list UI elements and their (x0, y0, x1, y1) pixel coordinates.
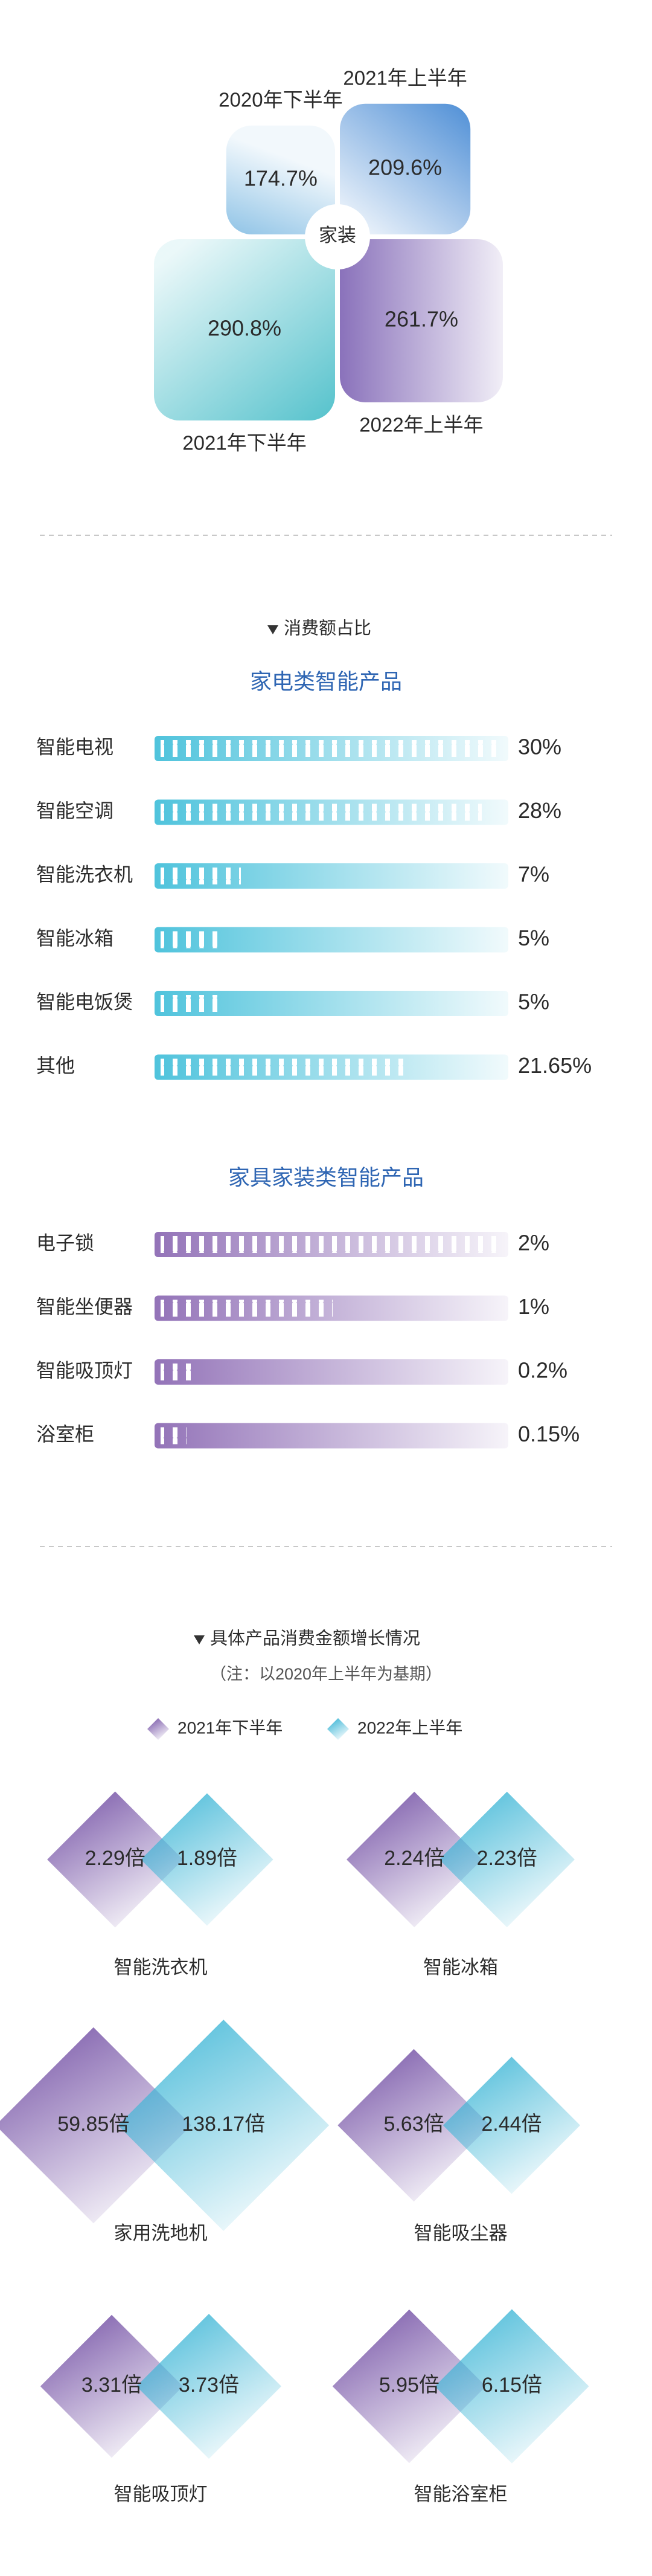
legend-label: 2021年下半年 (177, 1718, 283, 1737)
bar (161, 931, 218, 948)
diamond-value-label: 6.15倍 (482, 2374, 542, 2397)
product-label: 智能吸顶灯 (114, 2484, 208, 2505)
diamond-value-label: 59.85倍 (57, 2113, 129, 2136)
bar-value-label: 28% (518, 798, 561, 823)
bar (161, 868, 241, 884)
tile-value-label: 174.7% (244, 166, 318, 190)
diamond-value-label: 5.63倍 (383, 2113, 444, 2136)
quadrant-tile (340, 103, 471, 234)
bar (161, 740, 505, 757)
diamond-value-label: 2.44倍 (481, 2113, 542, 2136)
diamond-value-label: 2.24倍 (384, 1847, 444, 1870)
center-label: 家装 (319, 225, 356, 246)
bar-category-label: 智能冰箱 (36, 927, 113, 949)
bar-category-label: 智能电视 (36, 736, 113, 758)
product-label: 智能浴室柜 (414, 2484, 508, 2505)
tile-value-label: 290.8% (208, 316, 281, 341)
bar (161, 803, 482, 821)
chart-title: 家电类智能产品 (250, 669, 402, 694)
bar-value-label: 2% (518, 1231, 549, 1255)
product-label: 智能洗衣机 (114, 1957, 208, 1978)
bar (161, 1299, 333, 1317)
bar-value-label: 5% (518, 926, 549, 950)
bar-track (155, 1359, 508, 1385)
diamond (332, 2309, 486, 2464)
diamond (47, 1791, 184, 1928)
heading-marker (267, 625, 278, 634)
diamond (40, 2314, 184, 2458)
bar-category-label: 智能坐便器 (36, 1296, 133, 1318)
bar-track (155, 1423, 508, 1449)
diamond (347, 1791, 482, 1928)
bar-category-label: 其他 (36, 1055, 75, 1077)
diamond-value-label: 3.31倍 (82, 2374, 142, 2397)
diamond (136, 2313, 282, 2459)
bar-value-label: 21.65% (518, 1053, 592, 1078)
chart-title: 家具家装类智能产品 (228, 1165, 424, 1190)
bar (161, 1427, 187, 1444)
quadrant-tile (154, 239, 335, 420)
bar (161, 1058, 409, 1076)
product-label: 家用洗地机 (114, 2223, 208, 2244)
bar (161, 995, 218, 1012)
bar-track (155, 991, 508, 1016)
bar-category-label: 智能吸顶灯 (36, 1359, 133, 1381)
diamond-value-label: 2.29倍 (85, 1847, 145, 1870)
bar-track (155, 863, 508, 889)
bar-category-label: 智能空调 (36, 800, 113, 822)
period-label: 2022年上半年 (359, 414, 483, 436)
tile-value-label: 209.6% (368, 155, 442, 179)
tile-value-label: 261.7% (385, 307, 458, 332)
bar-value-label: 0.2% (518, 1358, 567, 1383)
bar (161, 1236, 505, 1253)
legend-swatch (147, 1718, 169, 1740)
section-heading: 消费额占比 (284, 619, 371, 639)
diamond-value-label: 138.17倍 (182, 2113, 265, 2136)
diamond (337, 2049, 490, 2202)
quadrant-tile (340, 239, 503, 402)
bar-value-label: 30% (518, 735, 561, 759)
heading-marker (194, 1635, 205, 1644)
diamond (435, 2309, 589, 2464)
bar-value-label: 1% (518, 1294, 549, 1319)
diamond-value-label: 2.23倍 (477, 1847, 537, 1870)
legend-swatch (327, 1718, 349, 1740)
bar-category-label: 浴室柜 (36, 1423, 94, 1445)
bar-value-label: 5% (518, 990, 549, 1014)
product-label: 智能吸尘器 (414, 2223, 508, 2244)
bar (161, 1364, 195, 1380)
quadrant-tile (226, 125, 335, 234)
period-label: 2020年下半年 (219, 88, 342, 111)
bar-category-label: 智能电饭煲 (36, 991, 133, 1013)
section-note: （注：以2020年上半年为基期） (210, 1665, 442, 1683)
bar-track (155, 927, 508, 953)
legend-label: 2022年上半年 (357, 1718, 462, 1737)
period-label: 2021年下半年 (182, 432, 306, 454)
diamond (439, 1791, 575, 1928)
section-heading: 具体产品消费金额增长情况 (210, 1629, 420, 1649)
diamond (141, 1793, 273, 1926)
bar-value-label: 7% (518, 862, 549, 887)
diamond-value-label: 1.89倍 (177, 1847, 237, 1870)
bar-value-label: 0.15% (518, 1422, 580, 1446)
bar-category-label: 电子锁 (36, 1232, 94, 1254)
diamond-value-label: 5.95倍 (379, 2374, 439, 2397)
period-label: 2021年上半年 (343, 66, 467, 89)
center-circle (305, 204, 370, 269)
diamond (118, 2020, 330, 2231)
diamond-value-label: 3.73倍 (179, 2374, 239, 2397)
bar-category-label: 智能洗衣机 (36, 863, 133, 885)
diamond (0, 2027, 191, 2224)
product-label: 智能冰箱 (423, 1957, 498, 1978)
diamond (443, 2056, 581, 2194)
